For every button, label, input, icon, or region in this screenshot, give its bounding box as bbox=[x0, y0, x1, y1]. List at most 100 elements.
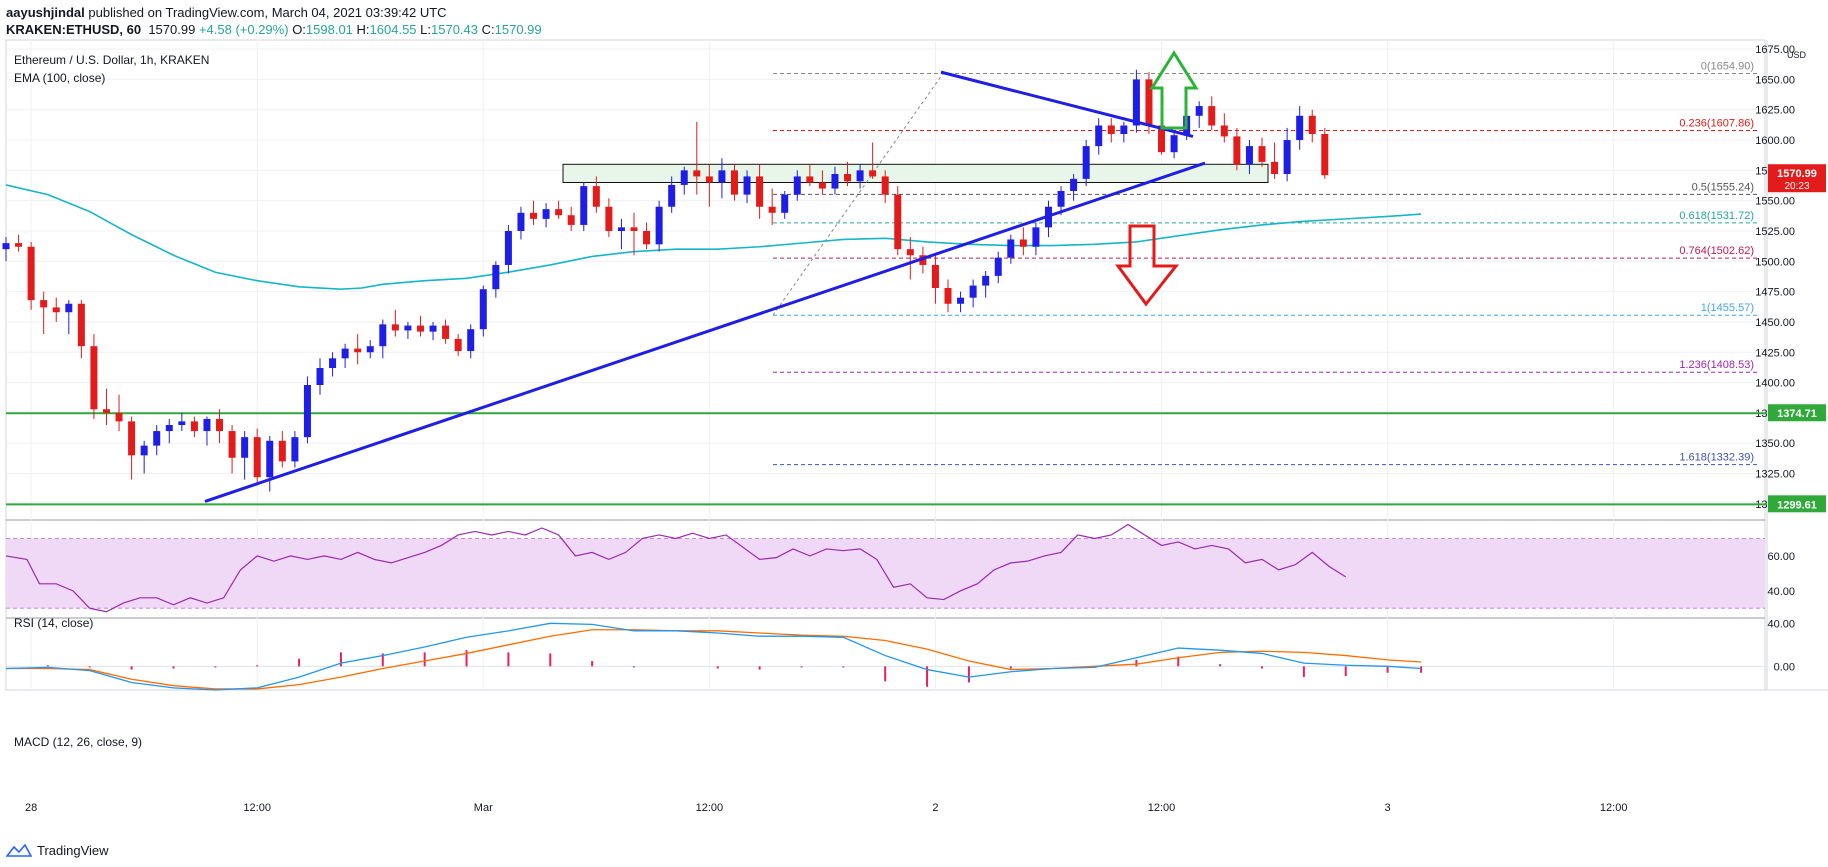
candle-body bbox=[1070, 178, 1078, 191]
level-tag-label: 1374.71 bbox=[1777, 408, 1817, 420]
y-tick-label: 1550.00 bbox=[1755, 196, 1795, 208]
rsi-tick-label: 60.00 bbox=[1767, 551, 1795, 563]
y-tick-label: 1350.00 bbox=[1755, 438, 1795, 450]
candle-body bbox=[492, 264, 500, 290]
candle-body bbox=[630, 227, 638, 231]
candle-body bbox=[391, 324, 399, 331]
candle-body bbox=[216, 418, 224, 432]
candle-body bbox=[957, 297, 965, 304]
candle-body bbox=[1195, 106, 1203, 116]
support-trendline bbox=[204, 161, 1206, 503]
author[interactable]: aayushjindal bbox=[6, 5, 85, 20]
candle-body bbox=[52, 307, 60, 313]
candle-body bbox=[190, 421, 198, 432]
candle-body bbox=[944, 287, 952, 304]
candle-body bbox=[530, 212, 538, 219]
candle-body bbox=[1170, 135, 1178, 153]
candle-body bbox=[241, 437, 249, 458]
candle-body bbox=[1158, 125, 1166, 153]
candle-body bbox=[718, 170, 726, 183]
candle-body bbox=[894, 194, 902, 250]
y-tick-label: 1475.00 bbox=[1755, 287, 1795, 299]
candle-body bbox=[668, 184, 676, 207]
candle-body bbox=[404, 325, 412, 331]
support-zone bbox=[562, 163, 1269, 183]
candle-body bbox=[442, 325, 450, 339]
macd-tick-label: 0.00 bbox=[1774, 661, 1795, 673]
rsi-tick-label: 40.00 bbox=[1767, 586, 1795, 598]
rsi-title: RSI (14, close) bbox=[14, 616, 93, 630]
candle-body bbox=[517, 212, 525, 231]
candle-body bbox=[178, 421, 186, 426]
candle-body bbox=[329, 358, 337, 369]
candle-body bbox=[15, 243, 23, 247]
down-arrow bbox=[1115, 224, 1180, 307]
ema-line bbox=[5, 184, 1422, 291]
fib-level-label: 0(1654.90) bbox=[1701, 60, 1754, 72]
candle-body bbox=[1308, 115, 1316, 134]
candle-body bbox=[1132, 79, 1140, 126]
candle-body bbox=[592, 186, 600, 207]
symbol-info: KRAKEN:ETHUSD, 60 1570.99 +4.58 (+0.29%)… bbox=[6, 22, 542, 37]
price-change: +4.58 (+0.29%) bbox=[198, 22, 289, 37]
y-tick-label: 1525.00 bbox=[1755, 226, 1795, 238]
candle-body bbox=[140, 445, 148, 456]
candle-body bbox=[253, 437, 261, 478]
candle-body bbox=[567, 215, 575, 225]
open-value: 1598.01 bbox=[305, 22, 353, 37]
symbol: KRAKEN:ETHUSD, 60 bbox=[6, 22, 142, 37]
currency-label: USD bbox=[1787, 50, 1807, 60]
candle-body bbox=[27, 246, 35, 301]
candle-body bbox=[756, 176, 764, 207]
candle-body bbox=[580, 186, 588, 225]
candle-body bbox=[856, 170, 864, 182]
candle-body bbox=[454, 338, 462, 352]
candle-body bbox=[416, 325, 424, 332]
fib-level-label: 1(1455.57) bbox=[1701, 302, 1754, 314]
close-value: 1570.99 bbox=[494, 22, 542, 37]
candle-body bbox=[1245, 146, 1253, 165]
candle-body bbox=[65, 303, 73, 313]
candle-body bbox=[341, 348, 349, 359]
candle-body bbox=[1082, 146, 1090, 179]
candle-body bbox=[881, 176, 889, 195]
tradingview-logo-icon bbox=[6, 843, 32, 857]
candle-body bbox=[1145, 79, 1153, 126]
candle-body bbox=[555, 209, 563, 216]
resistance-trendline bbox=[940, 70, 1194, 138]
current-price-tag bbox=[1768, 164, 1826, 193]
candle-body bbox=[1208, 106, 1216, 126]
y-tick-label: 1500.00 bbox=[1755, 256, 1795, 268]
candle-body bbox=[115, 412, 123, 422]
candle-body bbox=[906, 249, 914, 256]
candle-body bbox=[994, 257, 1002, 276]
y-tick-label: 1625.00 bbox=[1755, 105, 1795, 117]
macd-tick-label: 40.00 bbox=[1767, 618, 1795, 630]
candle-body bbox=[40, 300, 48, 308]
x-tick-label: Mar bbox=[474, 802, 493, 814]
y-tick-label: 1450.00 bbox=[1755, 317, 1795, 329]
fib-level-label: 0.5(1555.24) bbox=[1692, 181, 1754, 193]
macd-title: MACD (12, 26, close, 9) bbox=[14, 735, 142, 749]
candle-body bbox=[2, 243, 10, 250]
x-tick-label: 12:00 bbox=[243, 802, 271, 814]
x-tick-label: 3 bbox=[1385, 802, 1391, 814]
fib-level-label: 1.236(1408.53) bbox=[1679, 359, 1754, 371]
fib-level-label: 0.764(1502.62) bbox=[1679, 245, 1754, 257]
tradingview-logo: TradingView bbox=[6, 843, 109, 858]
level-tag bbox=[1768, 404, 1826, 422]
x-tick-label: 12:00 bbox=[696, 802, 724, 814]
candle-body bbox=[542, 209, 550, 219]
candle-body bbox=[77, 303, 85, 347]
current-price-label: 1570.99 bbox=[1777, 168, 1817, 180]
candle-body bbox=[931, 264, 939, 288]
candle-body bbox=[102, 409, 110, 413]
x-tick-label: 12:00 bbox=[1148, 802, 1176, 814]
candle-body bbox=[479, 289, 487, 330]
candle-body bbox=[1019, 239, 1027, 247]
fib-anchor-line bbox=[772, 73, 944, 316]
fib-level-label: 0.618(1531.72) bbox=[1679, 210, 1754, 222]
candle-body bbox=[605, 206, 613, 231]
level-tag bbox=[1768, 495, 1826, 513]
